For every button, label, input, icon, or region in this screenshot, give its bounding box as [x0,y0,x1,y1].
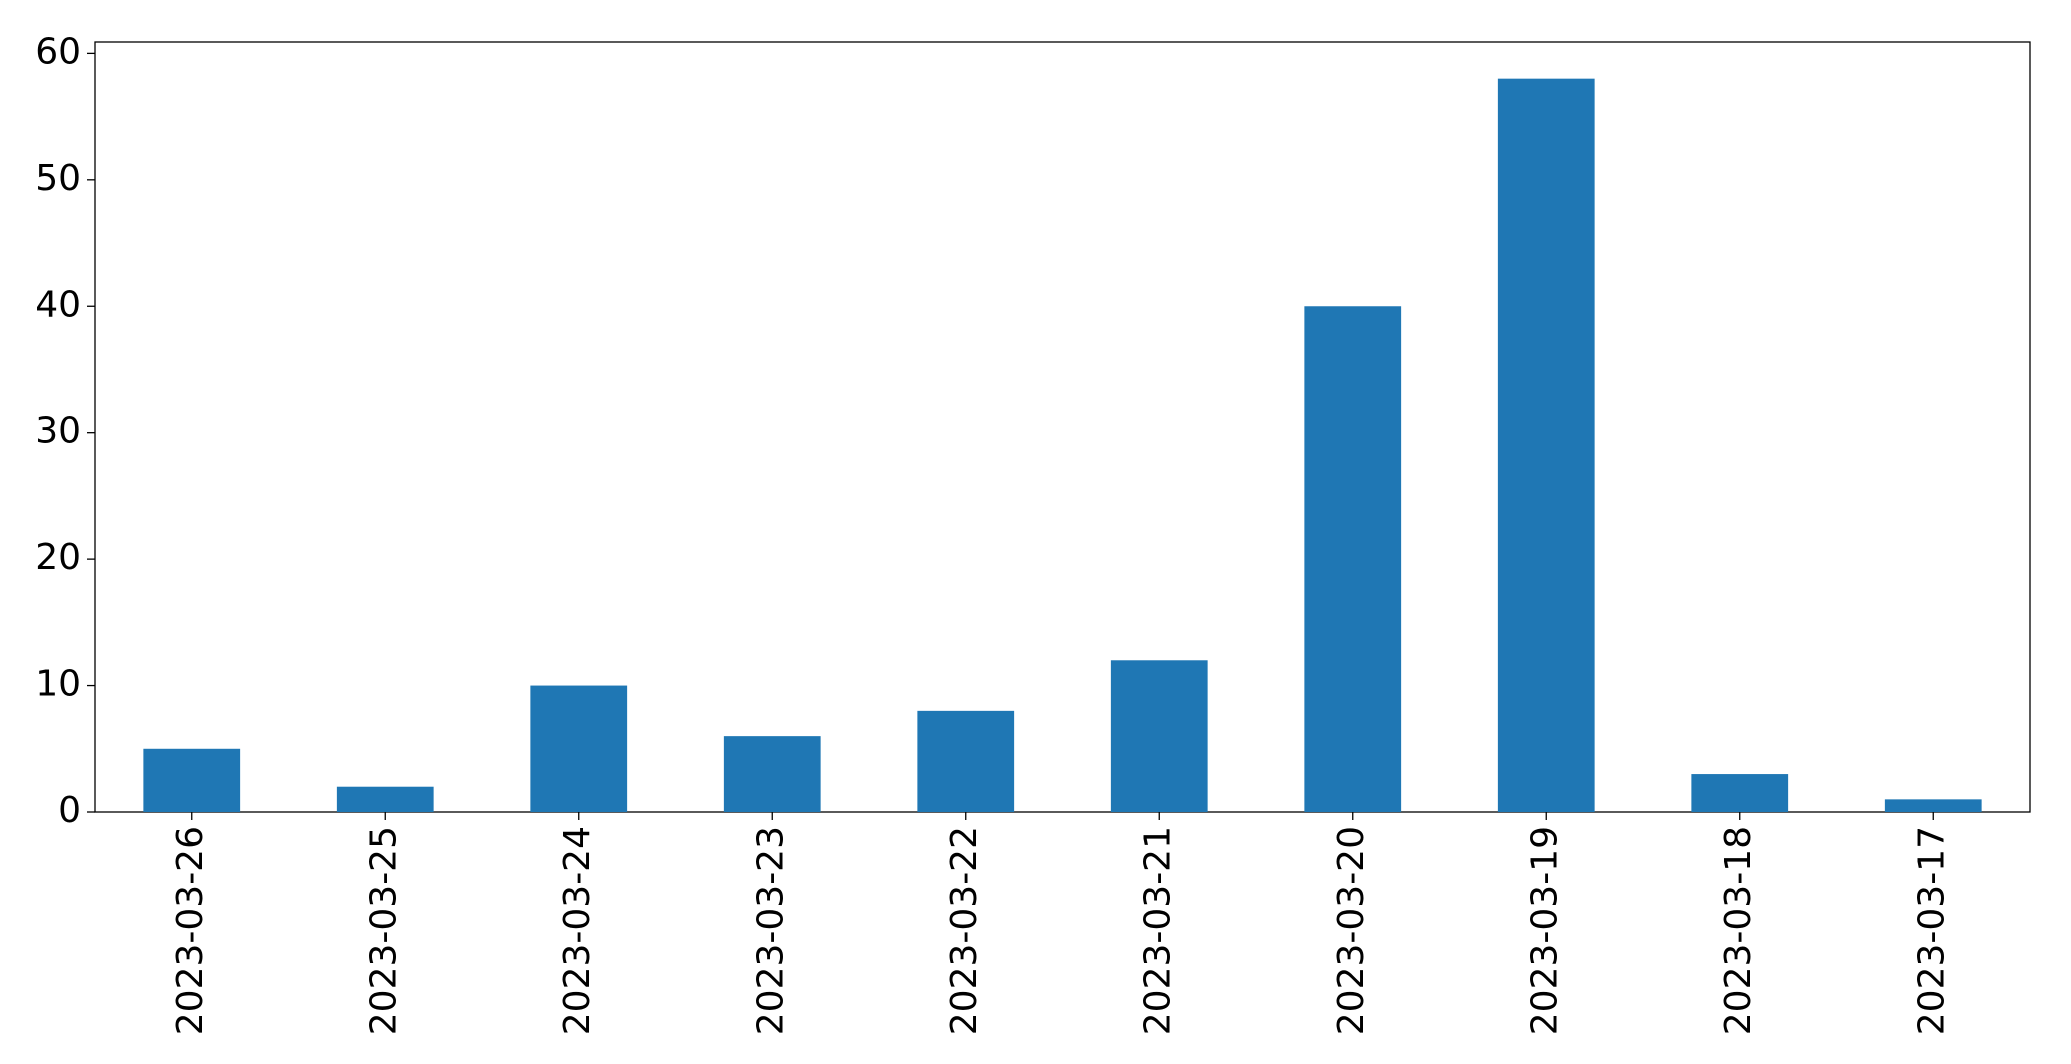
axes-frame [94,41,2031,813]
bar [917,710,1015,812]
y-tick-label: 40 [35,284,81,325]
bar [143,748,241,812]
y-tick-label: 50 [35,158,81,199]
x-tick-label: 2023-03-22 [944,826,985,1035]
y-tick-label: 30 [35,411,81,452]
bar [1691,774,1789,812]
bar [530,685,628,812]
bar [1304,306,1402,812]
x-tick-label: 2023-03-23 [750,826,791,1035]
y-tick-label: 10 [35,664,81,705]
y-tick-label: 20 [35,537,81,578]
x-tick-label: 2023-03-21 [1137,826,1178,1035]
x-tick-label: 2023-03-19 [1524,826,1565,1035]
x-tick-label: 2023-03-17 [1911,826,1952,1035]
bar [723,736,821,812]
bar [1497,78,1595,812]
x-tick-label: 2023-03-24 [557,826,598,1035]
x-tick-label: 2023-03-18 [1718,826,1759,1035]
x-tick-label: 2023-03-26 [170,826,211,1035]
y-tick-label: 0 [58,790,81,831]
x-tick-label: 2023-03-20 [1331,826,1372,1035]
x-tick-label: 2023-03-25 [363,826,404,1035]
bar [1110,660,1208,812]
bar [336,786,434,812]
bar [1884,799,1982,812]
y-tick-label: 60 [35,31,81,72]
